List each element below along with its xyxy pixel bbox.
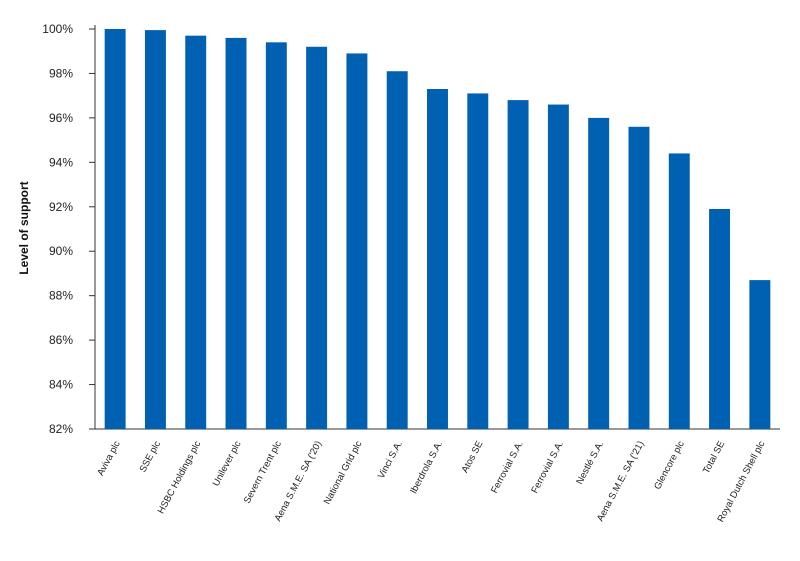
x-tick-label: HSBC Holdings plc — [156, 439, 204, 516]
bar — [507, 100, 529, 430]
x-tick-label: Aviva plc — [95, 439, 123, 478]
x-tick-label: Total SE — [701, 439, 727, 475]
x-tick-label: SSE plc — [138, 439, 164, 474]
y-axis: 82% 84% 86% 88% 90% 92% 94% 96% 98% 100% — [42, 22, 780, 436]
bar — [628, 126, 650, 429]
y-tick-label: 92% — [49, 200, 73, 214]
bar — [185, 35, 207, 430]
x-tick-label: Nestlé S.A. — [574, 439, 606, 486]
bar — [386, 71, 408, 429]
x-tick-label: Ferrovial S.A. — [489, 439, 526, 495]
y-tick-label: 88% — [49, 289, 73, 303]
x-tick-label: Glencore plc — [652, 439, 687, 491]
y-tick-label: 90% — [49, 244, 73, 258]
x-tick-label: Vinci S.A. — [376, 439, 405, 480]
bar — [346, 53, 368, 429]
y-tick-label: 94% — [49, 155, 73, 169]
y-axis-title: Level of support — [17, 181, 31, 274]
x-tick-label: Aena S.M.E. SA ('21) — [595, 439, 647, 523]
x-tick-label: Atos SE — [460, 439, 486, 474]
bar — [547, 104, 569, 429]
x-tick-label: National Grid plc — [322, 439, 365, 506]
x-tick-label: Unilever plc — [211, 439, 244, 488]
x-tick-label: Iberdrola S.A. — [408, 439, 445, 495]
y-tick-label: 98% — [49, 66, 73, 80]
y-tick-label: 84% — [49, 378, 73, 392]
y-tick-label: 96% — [49, 111, 73, 125]
bar — [467, 93, 489, 429]
bar — [144, 30, 166, 430]
bar — [668, 153, 690, 429]
bar — [265, 42, 287, 429]
x-tick-label: Severn Trent plc — [242, 439, 284, 505]
bars — [104, 29, 771, 430]
bar — [104, 29, 126, 429]
bar — [709, 209, 731, 429]
bar — [306, 46, 328, 429]
y-tick-label: 82% — [49, 422, 73, 436]
y-tick-label: 86% — [49, 333, 73, 347]
bar — [749, 280, 771, 429]
bar — [427, 89, 448, 429]
bar — [225, 37, 247, 429]
bar — [588, 117, 610, 429]
x-tick-label: Ferrovial S.A. — [529, 439, 566, 495]
y-tick-label: 100% — [42, 22, 73, 36]
x-tick-label: Aena S.M.E. SA ('20) — [273, 439, 325, 523]
